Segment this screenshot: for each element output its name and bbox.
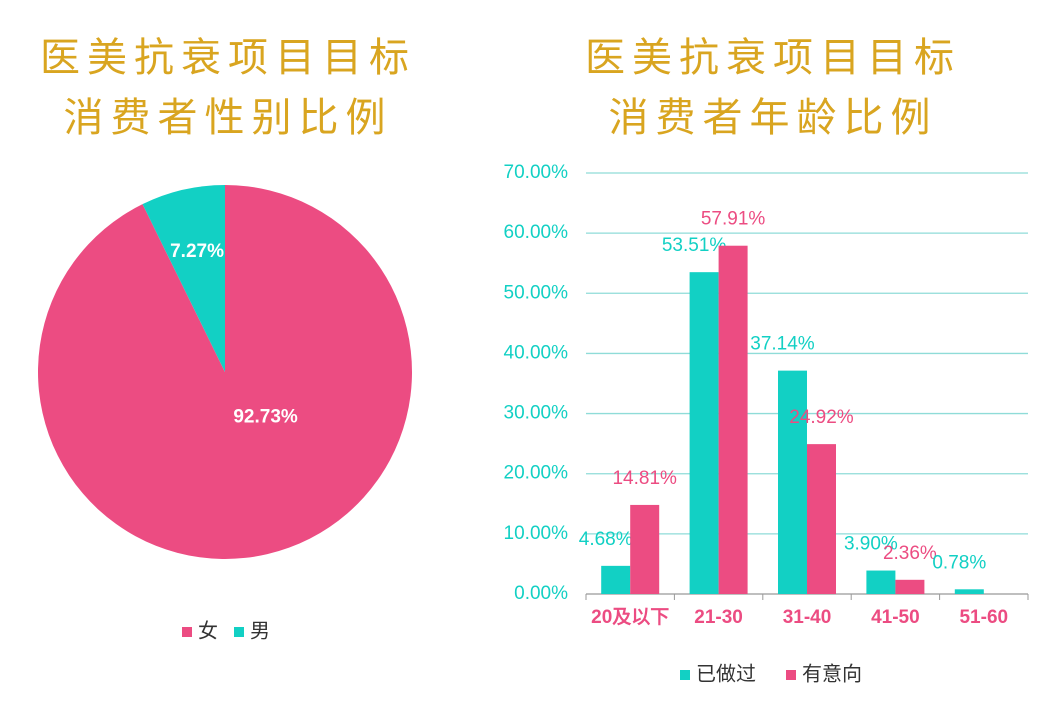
pie-label: 7.27% — [170, 241, 224, 262]
x-tick-label: 41-50 — [871, 607, 920, 628]
legend-label: 女 — [198, 619, 218, 642]
bar — [866, 570, 896, 594]
x-tick-label: 31-40 — [783, 607, 832, 628]
bar-label: 37.14% — [750, 334, 815, 355]
x-tick-label: 51-60 — [959, 607, 1008, 628]
legend-label: 男 — [250, 620, 270, 642]
legend-label: 已做过 — [696, 662, 756, 685]
bar — [895, 579, 925, 594]
bar — [718, 245, 748, 594]
pie-slice — [142, 185, 225, 372]
x-tick-label: 20及以下 — [591, 606, 669, 628]
bar-label: 3.90% — [844, 534, 898, 555]
bar-label: 14.81% — [612, 468, 677, 489]
bar — [601, 565, 631, 594]
bar-label: 53.51% — [662, 235, 727, 256]
bar-label: 4.68% — [579, 529, 633, 550]
bar-label: 24.92% — [789, 407, 854, 428]
y-tick-label: 0.00% — [514, 583, 568, 604]
y-tick-label: 10.00% — [504, 523, 569, 544]
bar-label: 0.78% — [932, 552, 986, 573]
y-tick-label: 50.00% — [504, 282, 569, 303]
bar — [954, 589, 984, 594]
bar — [689, 272, 719, 594]
bar-title: 医美抗衰项目目标消费者年龄比例 — [585, 35, 961, 141]
legend-label: 有意向 — [802, 662, 862, 685]
pie-title: 医美抗衰项目目标消费者性别比例 — [40, 35, 416, 141]
legend-swatch — [234, 627, 244, 637]
bar-label: 2.36% — [883, 543, 937, 564]
y-tick-label: 20.00% — [504, 463, 569, 484]
x-tick-label: 21-30 — [694, 607, 743, 628]
bar — [807, 444, 836, 594]
pie-label: 92.73% — [233, 407, 298, 428]
y-tick-label: 70.00% — [504, 162, 569, 183]
bar — [630, 504, 660, 594]
y-tick-label: 40.00% — [504, 342, 569, 363]
bar-label: 57.91% — [701, 209, 766, 230]
y-tick-label: 30.00% — [504, 403, 569, 424]
legend-swatch — [680, 670, 690, 680]
legend-swatch — [786, 670, 796, 680]
legend-swatch — [182, 627, 192, 637]
y-tick-label: 60.00% — [504, 222, 569, 243]
bar — [778, 370, 807, 594]
